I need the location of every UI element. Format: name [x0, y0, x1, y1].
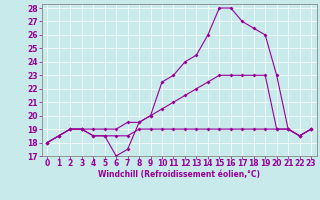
X-axis label: Windchill (Refroidissement éolien,°C): Windchill (Refroidissement éolien,°C) — [98, 170, 260, 179]
